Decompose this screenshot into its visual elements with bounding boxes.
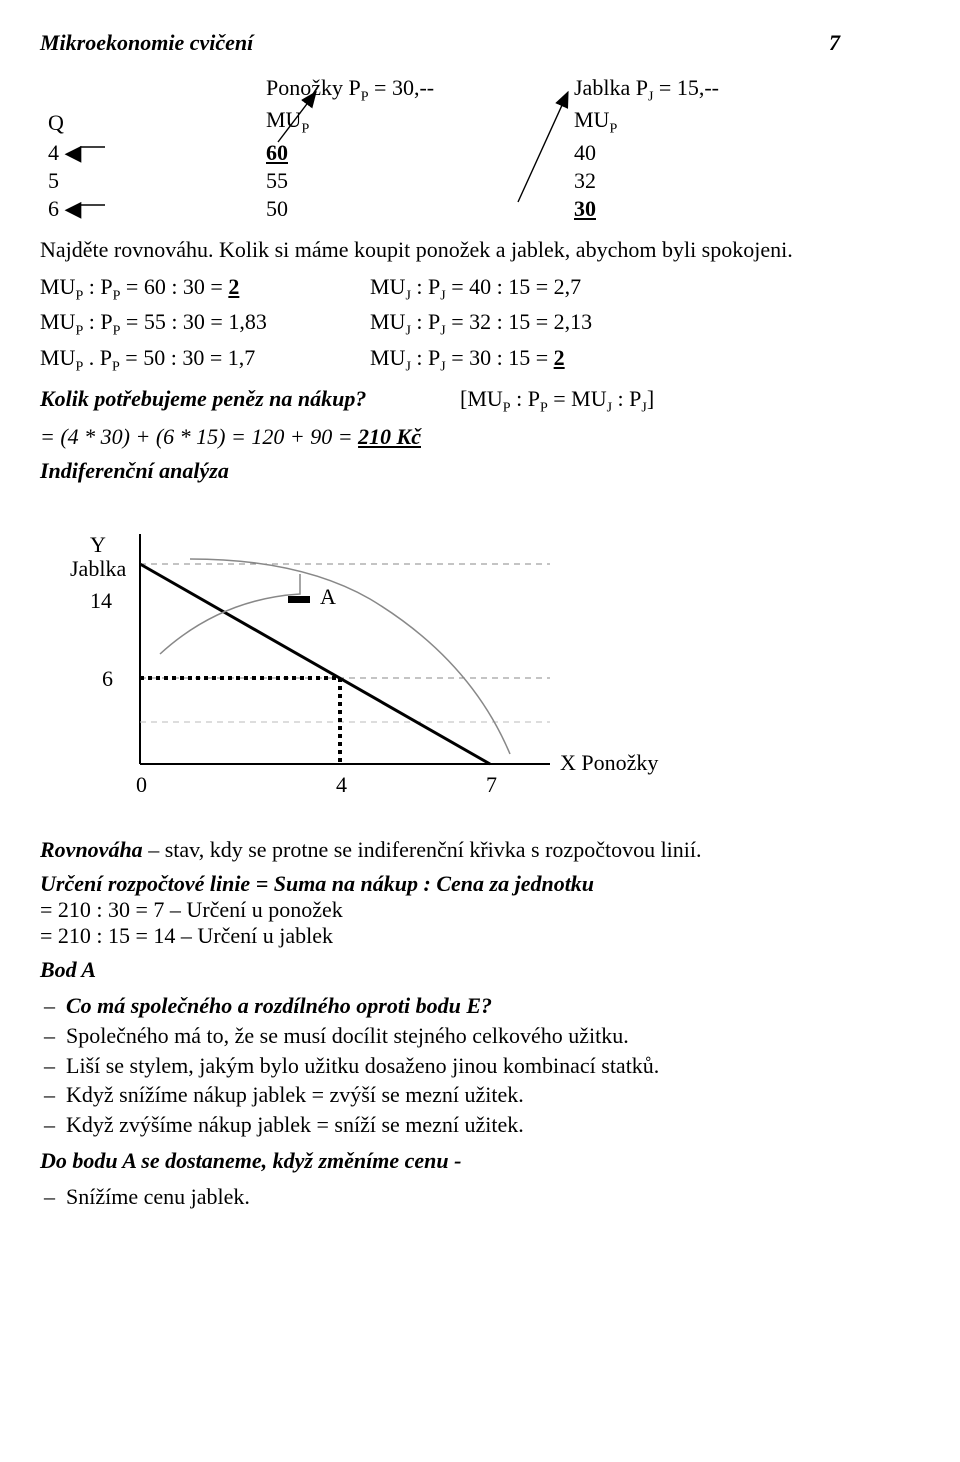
- chart-point-a-label: A: [320, 584, 336, 609]
- q-cell: 4 ◀: [40, 139, 206, 167]
- page: Mikroekonomie cvičení 7 Ponožky PP = 30,…: [0, 0, 880, 1255]
- list-item: Liší se stylem, jakým bylo užitku dosaže…: [40, 1051, 840, 1081]
- calc-line: MUP : PP = 60 : 30 = 2: [40, 271, 370, 307]
- calc-line: MUJ : PJ = 40 : 15 = 2,7: [370, 271, 581, 307]
- find-equilibrium: Najděte rovnováhu. Kolik si máme koupit …: [40, 237, 840, 263]
- table-row: 6 ◀ 50 30: [40, 195, 782, 223]
- list-item: Společného má to, že se musí docílit ste…: [40, 1021, 840, 1051]
- mup-cell: 55: [206, 167, 534, 195]
- muj-cell: 32: [534, 167, 782, 195]
- calc-line: MUP . PP = 50 : 30 = 1,7: [40, 342, 370, 378]
- money-question-row: Kolik potřebujeme peněz na nákup? [MUP :…: [40, 386, 840, 416]
- ponozky-price-header: Ponožky PP = 30,--: [206, 74, 534, 106]
- mu-calculations: MUP : PP = 60 : 30 = 2 MUJ : PJ = 40 : 1…: [40, 271, 840, 378]
- money-formula: [MUP : PP = MUJ : PJ]: [460, 386, 654, 416]
- page-header: Mikroekonomie cvičení 7: [40, 30, 840, 56]
- page-number: 7: [829, 30, 840, 56]
- mup-header: MUP: [206, 106, 534, 138]
- chart-y-label: Jablka: [70, 556, 126, 581]
- mup-cell: 60: [266, 140, 288, 165]
- chart-x4: 4: [336, 772, 347, 797]
- mu-table: Ponožky PP = 30,-- Jablka PJ = 15,-- Q M…: [40, 74, 782, 223]
- to-point-a: Do bodu A se dostaneme, když změníme cen…: [40, 1148, 840, 1174]
- muj-cell: 30: [574, 196, 596, 221]
- calc-line: MUP : PP = 55 : 30 = 1,83: [40, 306, 370, 342]
- muj-cell: 40: [534, 139, 782, 167]
- money-question: Kolik potřebujeme peněz na nákup?: [40, 386, 460, 416]
- list-item: Když zvýšíme nákup jablek = sníží se mez…: [40, 1110, 840, 1140]
- calc-line: MUJ : PJ = 32 : 15 = 2,13: [370, 306, 592, 342]
- mup-cell: 50: [206, 195, 534, 223]
- table-row: Ponožky PP = 30,-- Jablka PJ = 15,--: [40, 74, 782, 106]
- rovnovaha-definition: Rovnováha – stav, kdy se protne se indif…: [40, 837, 840, 863]
- muj-header: MUP: [534, 106, 782, 138]
- list-item: Snížíme cenu jablek.: [40, 1182, 840, 1212]
- chart-x7: 7: [486, 772, 497, 797]
- jablka-price-header: Jablka PJ = 15,--: [534, 74, 782, 106]
- chart-x0: 0: [136, 772, 147, 797]
- calc-line: MUJ : PJ = 30 : 15 = 2: [370, 342, 565, 378]
- table-row: 5 55 32: [40, 167, 782, 195]
- q-cell: 6 ◀: [40, 195, 206, 223]
- list-item: Co má společného a rozdílného oproti bod…: [40, 991, 840, 1021]
- chart-y14: 14: [90, 588, 112, 613]
- chart-y6: 6: [102, 666, 113, 691]
- chart-y-axis-letter: Y: [90, 532, 106, 557]
- chart-svg: A Y Jablka 14 6 0 4 7 X Ponožky: [40, 504, 680, 814]
- q-header: Q: [40, 106, 206, 138]
- table-row: Q MUP MUP: [40, 106, 782, 138]
- table-row: 4 ◀ 60 40: [40, 139, 782, 167]
- price-change-list: Snížíme cenu jablek.: [40, 1182, 840, 1212]
- list-item: Když snížíme nákup jablek = zvýší se mez…: [40, 1080, 840, 1110]
- money-sum: = (4 * 30) + (6 * 15) = 120 + 90 = 210 K…: [40, 424, 840, 450]
- course-title: Mikroekonomie cvičení: [40, 30, 253, 56]
- q-cell: 5: [40, 167, 206, 195]
- chart-x-label: X Ponožky: [560, 750, 658, 775]
- indifference-title: Indiferenční analýza: [40, 458, 840, 484]
- indifference-chart: A Y Jablka 14 6 0 4 7 X Ponožky: [40, 504, 840, 819]
- mu-table-wrap: Ponožky PP = 30,-- Jablka PJ = 15,-- Q M…: [40, 74, 840, 223]
- budget-line-calc: Určení rozpočtové linie = Suma na nákup …: [40, 871, 840, 949]
- point-a-title: Bod A: [40, 957, 840, 983]
- point-a-list: Co má společného a rozdílného oproti bod…: [40, 991, 840, 1139]
